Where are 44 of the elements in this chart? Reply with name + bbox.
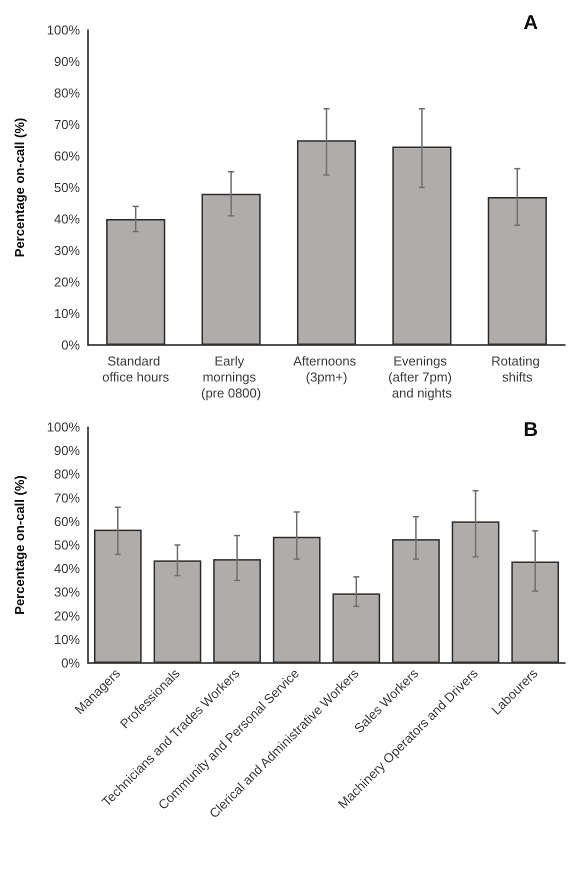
- bar: [213, 559, 261, 663]
- y-tick-label: 0%: [61, 656, 80, 670]
- y-tick-label: 60%: [54, 514, 80, 529]
- y-tick-label: 30%: [54, 243, 80, 258]
- bar: [202, 194, 261, 345]
- y-tick-label: 60%: [54, 148, 80, 164]
- bar: [392, 539, 440, 663]
- x-tick-label: Rotating shifts: [491, 354, 544, 384]
- y-tick-label: 70%: [54, 117, 80, 132]
- y-tick-label: 20%: [54, 608, 80, 624]
- y-tick-label: 50%: [54, 538, 80, 552]
- bar: [511, 562, 560, 663]
- bar: [154, 560, 202, 663]
- bar: [106, 219, 166, 345]
- chart-title: B: [524, 419, 538, 441]
- y-tick-label: 90%: [54, 54, 80, 69]
- x-tick-label: Standard office hours: [102, 354, 170, 384]
- y-tick-label: 80%: [54, 466, 80, 482]
- x-tick-label: Afternoons (3pm+): [293, 354, 360, 384]
- y-tick-label: 40%: [54, 212, 80, 226]
- y-tick-label: 50%: [54, 180, 80, 195]
- y-tick-label: 70%: [54, 490, 80, 506]
- y-tick-label: 10%: [54, 306, 80, 321]
- y-axis-title: Percentage on-call (%): [12, 118, 27, 258]
- x-tick-label: Early mornings (pre 0800): [201, 354, 262, 400]
- y-tick-label: 30%: [54, 584, 80, 600]
- x-tick-label: Evenings (after 7pm) and nights: [388, 354, 456, 400]
- y-tick-label: 10%: [54, 632, 80, 647]
- y-axis-title: Percentage on-call (%): [12, 475, 27, 615]
- chart-title: A: [524, 12, 538, 34]
- y-tick-label: 0%: [61, 338, 80, 352]
- y-tick-label: 100%: [46, 420, 80, 434]
- bar: [296, 140, 356, 345]
- y-tick-label: 100%: [46, 22, 80, 38]
- y-tick-label: 20%: [54, 274, 80, 290]
- bar: [392, 146, 452, 345]
- bar: [452, 521, 500, 663]
- bar: [272, 536, 321, 663]
- bar: [94, 530, 142, 663]
- bar: [488, 196, 547, 345]
- y-tick-label: 40%: [54, 561, 80, 576]
- y-tick-label: 80%: [54, 86, 80, 100]
- bar: [332, 593, 380, 663]
- y-tick-label: 90%: [54, 443, 80, 458]
